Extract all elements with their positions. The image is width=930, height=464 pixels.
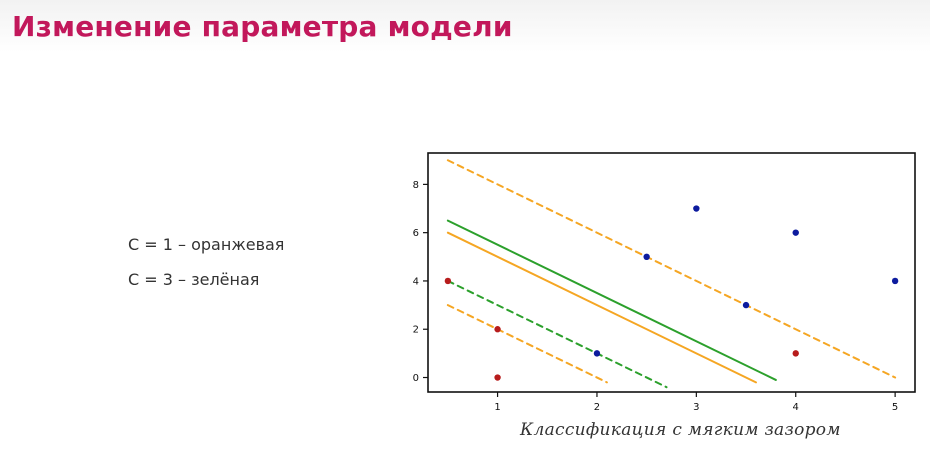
plot-frame: [427, 152, 916, 393]
blue-data-point: [643, 253, 650, 261]
y-tick-label: 6: [413, 228, 419, 239]
blue-data-point: [792, 229, 799, 236]
red-data-point: [494, 374, 501, 381]
y-tick-label: 0: [413, 373, 419, 384]
y-tick-label: 2: [413, 325, 419, 336]
green-margin-line: [446, 279, 668, 389]
orange-boundary-line: [446, 231, 757, 384]
orange-margin-line: [446, 159, 897, 379]
svm-chart: 1 2 3 4 5 0 2 4 6 8: [413, 152, 916, 413]
blue-data-point: [693, 205, 700, 212]
red-data-point: [444, 277, 452, 285]
red-data-point: [792, 350, 799, 357]
y-tick-label: 8: [413, 180, 419, 191]
note-orange-line: C = 1 – оранжевая: [128, 235, 285, 254]
blue-data-point: [742, 301, 750, 309]
blue-data-point: [593, 350, 601, 357]
x-tick-label: 4: [793, 402, 799, 413]
blue-data-point: [891, 277, 899, 285]
slide-title: Изменение параметра модели: [12, 10, 513, 43]
x-tick-label: 5: [892, 402, 898, 413]
x-tick-label: 3: [693, 402, 699, 413]
green-boundary-line: [446, 219, 777, 381]
header-bar: [0, 0, 930, 52]
x-tick-label: 2: [594, 402, 600, 413]
chart-caption: Классификация с мягким зазором: [520, 420, 841, 440]
note-green-line: C = 3 – зелёная: [128, 270, 260, 289]
red-data-point: [494, 326, 501, 333]
x-tick-label: 1: [494, 402, 500, 413]
y-tick-label: 4: [413, 276, 419, 287]
orange-margin-line: [446, 304, 608, 384]
